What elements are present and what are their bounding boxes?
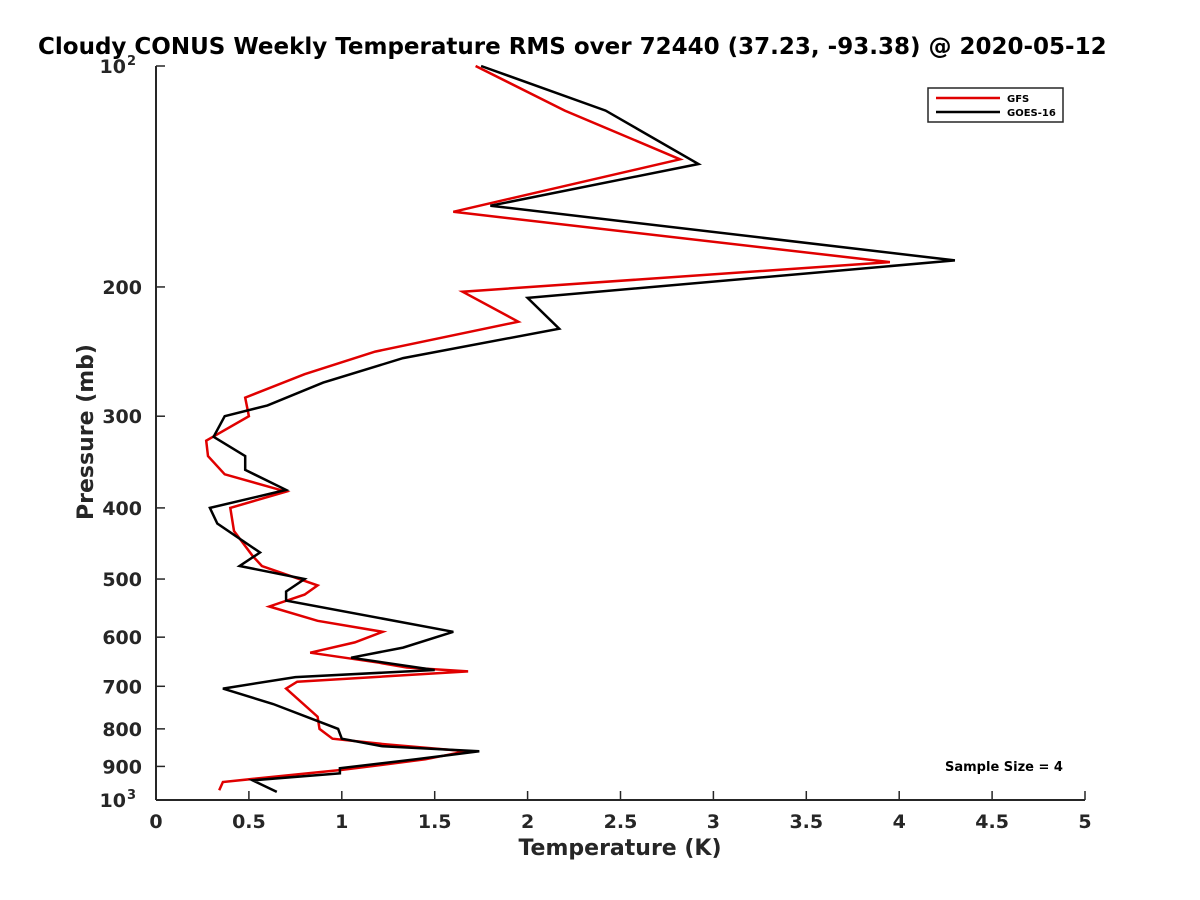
axes: 0 0.5 1 1.5 2 2.5 3 3.5 4 4.5 510 22003004005006007… — [100, 54, 1092, 833]
x-tick-label: 5 — [1078, 811, 1091, 833]
y-tick-exponent: 2 — [127, 54, 136, 69]
x-axis-label: Temperature (K) — [518, 836, 721, 861]
x-tick-label: 2.5 — [604, 811, 638, 833]
legend-label: GFS — [1007, 94, 1029, 105]
y-axis-label: Pressure (mb) — [74, 344, 99, 520]
y-tick-label: 500 — [102, 569, 142, 591]
y-tick-label: 10 — [100, 790, 126, 812]
series-line-goes-16 — [208, 64, 956, 794]
sample-size-annotation: Sample Size = 4 — [945, 760, 1063, 775]
x-tick-label: 3 — [707, 811, 720, 833]
y-tick-label: 200 — [102, 277, 142, 299]
x-tick-label: 0 — [149, 811, 162, 833]
y-tick-exponent: 3 — [127, 788, 136, 803]
x-tick-label: 1.5 — [418, 811, 452, 833]
y-tick-label: 600 — [102, 627, 142, 649]
legend-box — [927, 87, 1064, 123]
legend-label: GOES-16 — [1007, 108, 1056, 119]
series-line-gfs — [204, 64, 891, 791]
x-tick-label: 4.5 — [975, 811, 1009, 833]
x-tick-label: 2 — [521, 811, 534, 833]
y-tick-label: 300 — [102, 406, 142, 428]
chart-title: Cloudy CONUS Weekly Temperature RMS over… — [38, 34, 1107, 60]
legend: GFS GOES-16 — [927, 87, 1064, 123]
series-layer — [204, 64, 956, 794]
x-tick-label: 3.5 — [789, 811, 823, 833]
y-tick-label: 900 — [102, 756, 142, 778]
x-tick-label: 1 — [335, 811, 348, 833]
y-tick-label: 400 — [102, 498, 142, 520]
y-tick-label: 10 — [100, 56, 126, 78]
x-tick-label: 0.5 — [232, 811, 266, 833]
y-tick-label: 800 — [102, 719, 142, 741]
x-tick-label: 4 — [893, 811, 906, 833]
y-tick-label: 700 — [102, 676, 142, 698]
